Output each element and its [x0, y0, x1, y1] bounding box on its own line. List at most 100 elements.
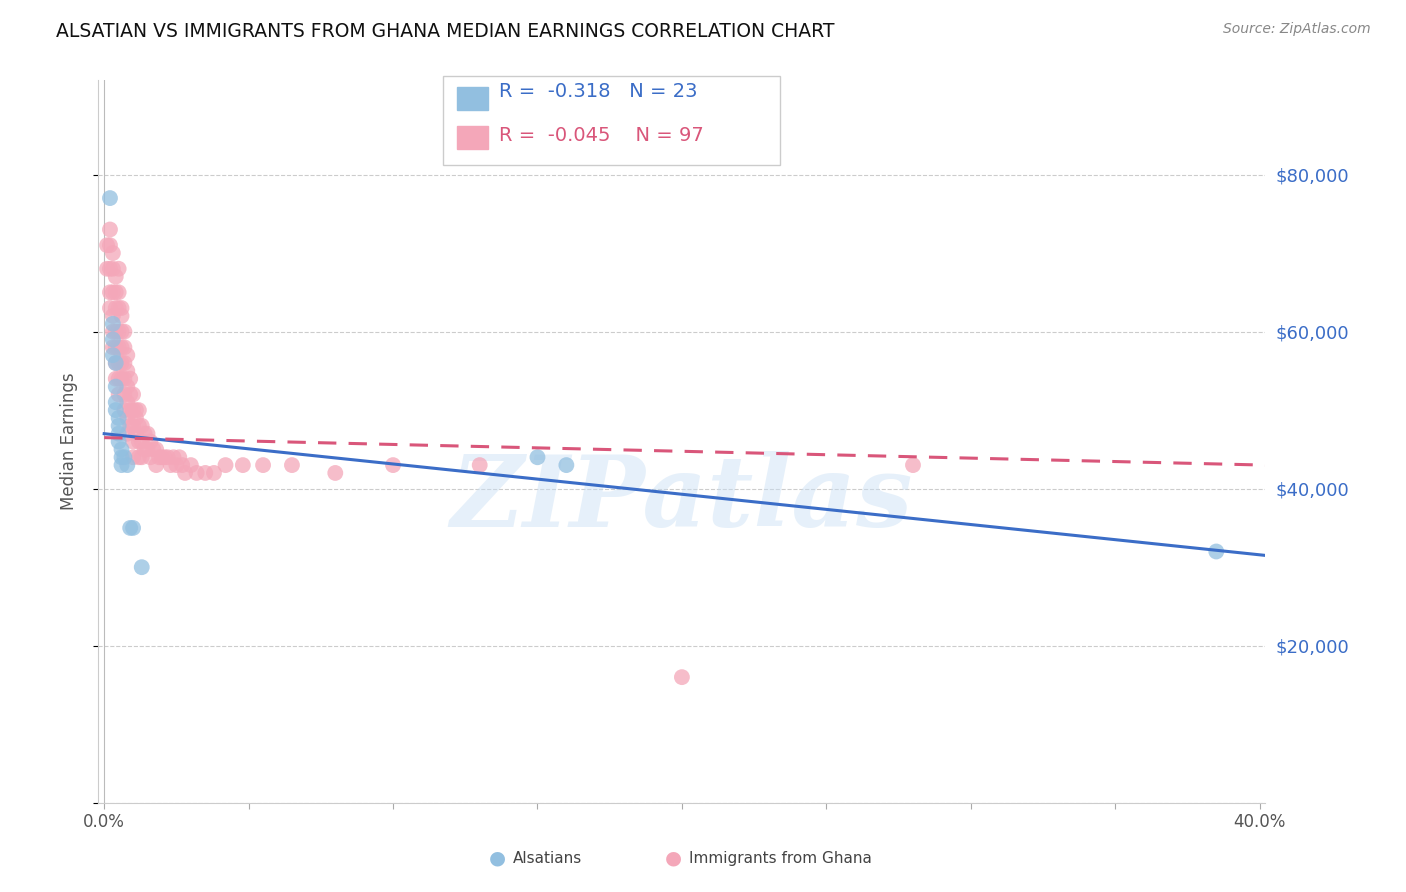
- Point: [202, 466, 225, 480]
- Text: R =  -0.045    N = 97: R = -0.045 N = 97: [499, 126, 704, 145]
- Point: [107, 426, 129, 441]
- Point: [128, 403, 150, 417]
- Point: [112, 450, 135, 465]
- Point: [107, 418, 129, 433]
- Point: [107, 261, 129, 276]
- Point: [104, 403, 127, 417]
- Text: ●: ●: [665, 848, 682, 868]
- Point: [104, 325, 127, 339]
- Point: [101, 333, 124, 347]
- Point: [98, 285, 121, 300]
- Point: [104, 356, 127, 370]
- Point: [125, 403, 148, 417]
- Point: [165, 458, 187, 472]
- Point: [174, 466, 197, 480]
- Point: [107, 356, 129, 370]
- Point: [117, 411, 139, 425]
- Point: [107, 372, 129, 386]
- Point: [110, 356, 132, 370]
- Point: [139, 450, 162, 465]
- Point: [98, 301, 121, 315]
- Point: [281, 458, 304, 472]
- Point: [120, 418, 142, 433]
- Point: [107, 411, 129, 425]
- Point: [186, 466, 208, 480]
- Point: [112, 340, 135, 354]
- Point: [112, 387, 135, 401]
- Point: [139, 434, 162, 449]
- Point: [96, 238, 118, 252]
- Point: [107, 340, 129, 354]
- Y-axis label: Median Earnings: Median Earnings: [59, 373, 77, 510]
- Point: [159, 458, 181, 472]
- Text: ZIPatlas: ZIPatlas: [451, 451, 912, 548]
- Point: [131, 418, 153, 433]
- Point: [382, 458, 405, 472]
- Point: [104, 285, 127, 300]
- Point: [323, 466, 346, 480]
- Point: [104, 301, 127, 315]
- Point: [117, 364, 139, 378]
- Point: [98, 222, 121, 236]
- Point: [101, 348, 124, 362]
- Point: [104, 340, 127, 354]
- Point: [101, 285, 124, 300]
- Point: [125, 426, 148, 441]
- Point: [901, 458, 924, 472]
- Point: [104, 379, 127, 393]
- Point: [101, 340, 124, 354]
- Point: [136, 426, 159, 441]
- Point: [101, 246, 124, 260]
- Point: [122, 387, 145, 401]
- Point: [107, 387, 129, 401]
- Point: [101, 325, 124, 339]
- Point: [162, 450, 184, 465]
- Point: [104, 269, 127, 284]
- Point: [101, 261, 124, 276]
- Point: [122, 521, 145, 535]
- Point: [112, 325, 135, 339]
- Point: [112, 372, 135, 386]
- Point: [117, 348, 139, 362]
- Point: [120, 372, 142, 386]
- Point: [131, 434, 153, 449]
- Text: R =  -0.318   N = 23: R = -0.318 N = 23: [499, 82, 697, 102]
- Text: ALSATIAN VS IMMIGRANTS FROM GHANA MEDIAN EARNINGS CORRELATION CHART: ALSATIAN VS IMMIGRANTS FROM GHANA MEDIAN…: [56, 22, 835, 41]
- Point: [120, 387, 142, 401]
- Point: [134, 426, 156, 441]
- Point: [117, 426, 139, 441]
- Point: [468, 458, 491, 472]
- Point: [120, 521, 142, 535]
- Point: [214, 458, 236, 472]
- Point: [125, 411, 148, 425]
- Point: [107, 434, 129, 449]
- Point: [98, 191, 121, 205]
- Point: [98, 238, 121, 252]
- Point: [232, 458, 254, 472]
- Point: [117, 458, 139, 472]
- Point: [107, 301, 129, 315]
- Point: [107, 285, 129, 300]
- Point: [136, 442, 159, 457]
- Point: [145, 458, 167, 472]
- Point: [128, 418, 150, 433]
- Point: [180, 458, 202, 472]
- Point: [96, 261, 118, 276]
- Point: [148, 450, 170, 465]
- Point: [117, 395, 139, 409]
- Point: [101, 317, 124, 331]
- Point: [110, 372, 132, 386]
- Point: [134, 442, 156, 457]
- Point: [104, 356, 127, 370]
- Point: [110, 450, 132, 465]
- Text: Source: ZipAtlas.com: Source: ZipAtlas.com: [1223, 22, 1371, 37]
- Point: [112, 403, 135, 417]
- Point: [150, 450, 173, 465]
- Point: [98, 261, 121, 276]
- Text: Alsatians: Alsatians: [513, 851, 582, 865]
- Point: [194, 466, 217, 480]
- Point: [128, 434, 150, 449]
- Point: [671, 670, 693, 684]
- Point: [526, 450, 548, 465]
- Point: [110, 442, 132, 457]
